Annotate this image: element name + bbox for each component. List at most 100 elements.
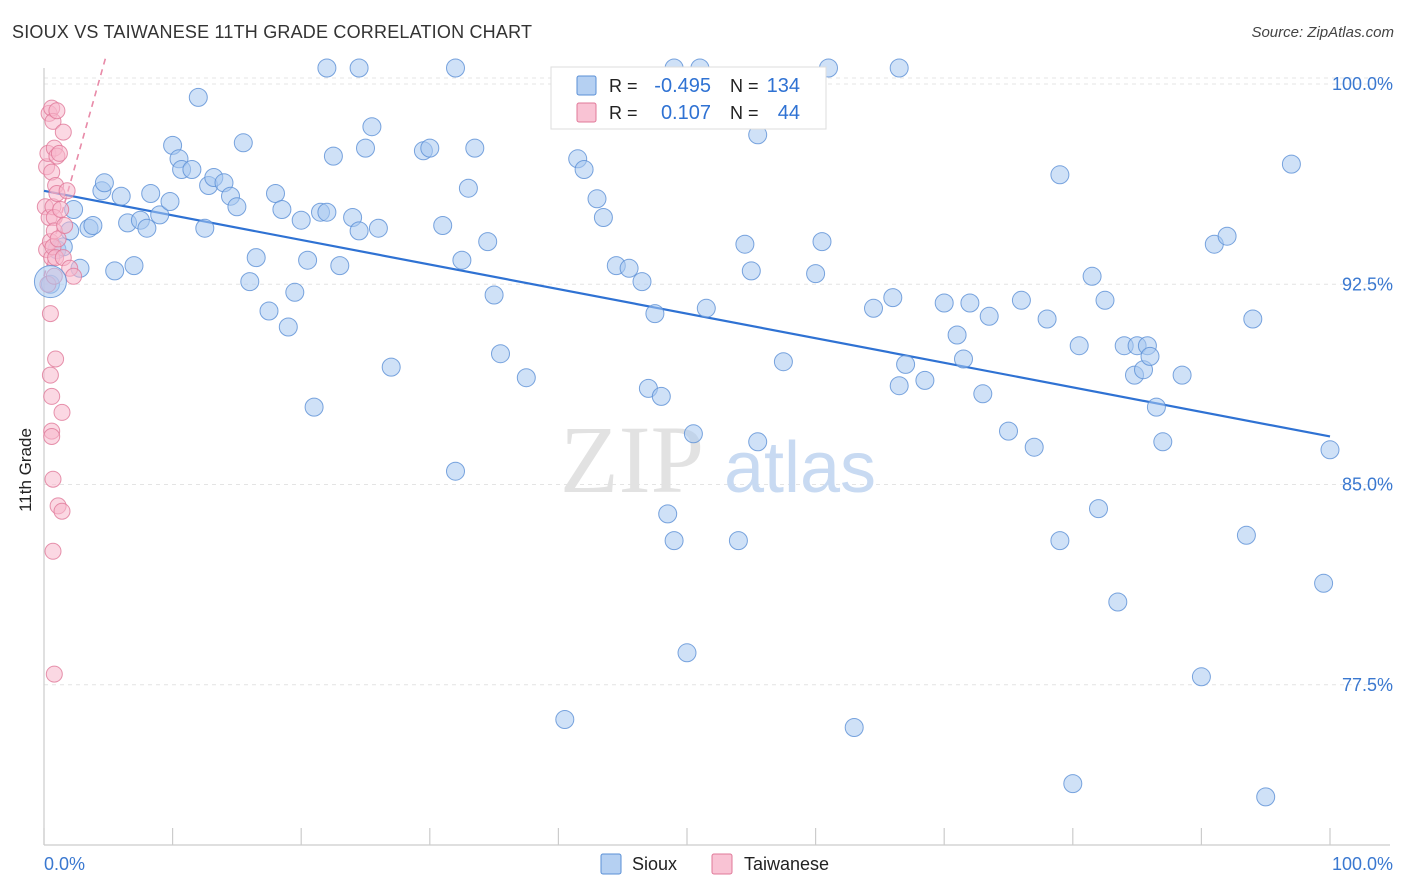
data-point-sioux: [1153, 432, 1173, 452]
data-point-sioux: [735, 234, 755, 254]
data-point-sioux: [458, 178, 478, 198]
watermark-zip: ZIP: [560, 406, 704, 513]
data-point-sioux: [246, 248, 266, 268]
data-point-sioux: [227, 197, 247, 217]
data-point-sioux: [1256, 787, 1276, 807]
data-point-sioux: [150, 205, 170, 225]
data-point-sioux: [240, 272, 260, 292]
data-point-sioux: [1191, 667, 1211, 687]
data-point-sioux: [947, 325, 967, 345]
stats-r-label-taiwanese: R =: [609, 103, 638, 123]
data-point-sioux: [478, 232, 498, 252]
data-point-taiwanese: [54, 123, 72, 141]
watermark-atlas: atlas: [724, 428, 876, 508]
data-point-sioux: [1281, 154, 1301, 174]
data-point-sioux: [94, 173, 114, 193]
data-point-sioux: [587, 189, 607, 209]
data-point-sioux: [272, 200, 292, 219]
data-point-sioux: [195, 218, 215, 238]
data-point-taiwanese: [56, 217, 74, 234]
data-point-sioux: [1217, 226, 1237, 246]
data-point-taiwanese: [43, 428, 61, 445]
data-point-sioux: [381, 357, 401, 377]
data-point-taiwanese: [53, 403, 71, 421]
data-point-sioux: [889, 376, 909, 396]
x-tick-label-left: 0.0%: [44, 854, 85, 874]
data-point-sioux: [555, 710, 575, 729]
data-point-sioux: [317, 202, 337, 222]
data-point-sioux: [446, 461, 465, 481]
data-points: [33, 58, 1340, 807]
data-point-sioux: [1063, 774, 1083, 794]
data-point-sioux: [1050, 531, 1070, 551]
data-point-sioux: [304, 397, 324, 417]
data-point-sioux: [452, 250, 472, 270]
data-point-sioux: [368, 218, 388, 238]
data-point-taiwanese: [45, 665, 63, 683]
data-point-sioux: [420, 138, 440, 158]
data-point-sioux: [574, 160, 594, 179]
data-point-taiwanese: [53, 502, 71, 520]
data-point-sioux: [1108, 592, 1128, 612]
data-point-sioux: [889, 58, 909, 78]
data-point-sioux: [1082, 266, 1102, 286]
source-credit: Source: ZipAtlas.com: [1251, 24, 1394, 41]
data-point-sioux: [645, 304, 665, 324]
data-point-sioux: [317, 58, 337, 78]
data-point-sioux: [728, 531, 748, 551]
data-point-sioux: [593, 208, 613, 227]
stats-legend: R = -0.495 N = 134 R = 0.107 N = 44: [550, 66, 827, 130]
y-axis-label-wrap: 11th Grade: [6, 420, 46, 520]
y-axis-label: 11th Grade: [16, 428, 35, 512]
y-tick-label: 85.0%: [1342, 475, 1393, 495]
data-point-sioux: [999, 421, 1018, 441]
data-point-sioux: [1069, 336, 1089, 356]
data-point-sioux: [433, 216, 453, 235]
data-point-sioux: [349, 58, 369, 78]
data-point-sioux: [979, 306, 999, 326]
data-point-sioux: [484, 285, 504, 305]
data-point-sioux: [491, 344, 510, 364]
data-point-taiwanese: [41, 366, 59, 384]
data-point-sioux: [330, 256, 350, 276]
data-point-sioux: [1011, 290, 1031, 310]
data-point-sioux: [773, 352, 793, 372]
data-point-sioux: [446, 58, 465, 78]
data-point-sioux: [516, 368, 536, 388]
data-point-taiwanese: [44, 542, 62, 560]
data-point-sioux: [915, 370, 935, 390]
trend-line-sioux: [43, 189, 1331, 438]
stats-n-label-sioux: N =: [730, 76, 759, 96]
data-point-sioux: [1089, 499, 1108, 519]
data-point-sioux: [266, 184, 285, 203]
data-point-sioux: [1050, 165, 1070, 185]
data-point-sioux: [651, 386, 671, 406]
stats-n-value-taiwanese: 44: [778, 102, 800, 124]
data-point-sioux: [356, 138, 375, 158]
data-point-sioux: [141, 184, 161, 203]
data-point-sioux: [1037, 309, 1057, 329]
data-point-sioux: [111, 186, 131, 206]
data-point-sioux: [619, 258, 639, 278]
data-point-sioux: [182, 160, 202, 179]
data-point-sioux: [285, 282, 305, 302]
data-point-taiwanese: [43, 387, 61, 405]
data-point-sioux: [137, 218, 157, 238]
data-point-sioux: [954, 349, 973, 369]
data-point-taiwanese: [41, 305, 59, 323]
data-point-sioux: [1172, 365, 1192, 385]
data-point-sioux: [124, 256, 144, 276]
data-point-sioux: [683, 424, 703, 444]
data-point-sioux: [864, 298, 883, 318]
stats-swatch-taiwanese: [576, 102, 597, 123]
data-point-sioux: [896, 354, 916, 374]
data-point-sioux: [362, 117, 382, 137]
stats-r-value-taiwanese: 0.107: [661, 102, 711, 124]
data-point-sioux: [465, 138, 485, 158]
data-point-sioux: [960, 293, 980, 313]
data-point-sioux: [259, 301, 279, 321]
stats-swatch-sioux: [576, 75, 597, 96]
data-point-sioux: [298, 250, 318, 270]
data-point-sioux: [1024, 437, 1044, 457]
